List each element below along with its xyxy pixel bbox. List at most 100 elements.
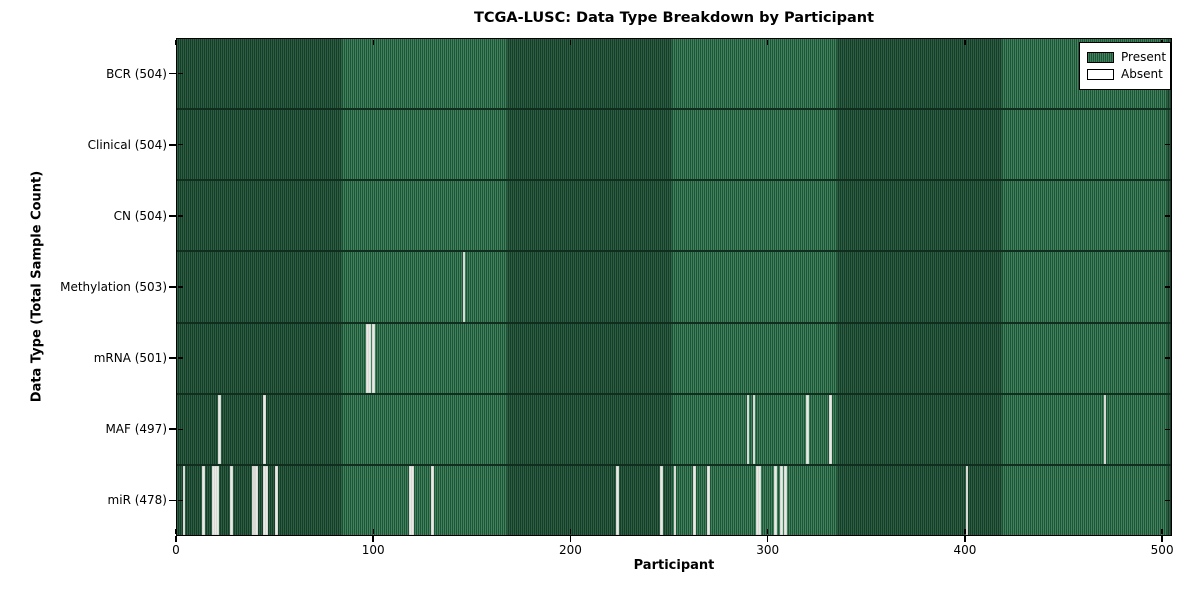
x-tick-mark: [372, 536, 375, 542]
absent-stripe: [214, 465, 217, 535]
absent-stripe: [216, 465, 219, 535]
absent-stripe: [829, 394, 833, 464]
y-tick-mark: [169, 357, 176, 359]
data-type-row-mir: [177, 463, 1171, 535]
y-tick-label: Methylation (503): [60, 280, 167, 294]
absent-stripe: [784, 465, 787, 535]
absent-stripe: [965, 465, 969, 535]
absent-stripe: [212, 465, 215, 535]
y-tick-mark-inner: [1165, 357, 1170, 359]
legend-label-absent: Absent: [1121, 67, 1163, 81]
legend-entry-present: Present: [1087, 50, 1167, 65]
x-tick-mark-inner: [569, 40, 572, 45]
absent-stripe: [431, 465, 434, 535]
absent-stripe: [693, 465, 697, 535]
absent-stripe: [1103, 394, 1107, 464]
data-type-row-clinical: [177, 108, 1171, 180]
x-tick-mark-inner: [569, 529, 572, 534]
x-tick-mark-inner: [175, 40, 177, 45]
present-swatch-icon: [1087, 52, 1114, 63]
x-tick-label: 500: [1150, 543, 1174, 557]
data-type-row-bcr: [177, 39, 1171, 109]
y-tick-mark-inner: [178, 428, 183, 430]
absent-stripe: [659, 465, 663, 535]
y-tick-label: Clinical (504): [87, 137, 167, 152]
x-tick-mark: [766, 536, 769, 542]
absent-stripe: [805, 394, 809, 464]
y-tick-mark: [169, 428, 176, 431]
x-tick-label: 200: [559, 543, 582, 557]
absent-stripe: [371, 323, 375, 393]
absent-stripe: [756, 465, 760, 535]
absent-stripe: [263, 465, 267, 535]
y-tick-mark: [169, 286, 176, 288]
y-tick-mark: [169, 143, 176, 146]
y-tick-mark: [169, 215, 176, 217]
x-tick-mark: [964, 536, 966, 542]
x-tick-mark-inner: [1161, 529, 1163, 534]
y-tick-mark-inner: [178, 357, 183, 359]
x-tick-label: 100: [361, 543, 385, 557]
data-type-row-maf: [177, 392, 1171, 464]
x-tick-mark-inner: [964, 40, 966, 45]
x-tick-label: 400: [953, 543, 977, 557]
data-type-row-cn: [177, 179, 1171, 251]
absent-stripe: [616, 465, 620, 535]
absent-stripe: [263, 394, 267, 464]
plot-area: [176, 38, 1172, 536]
absent-stripe: [673, 465, 677, 535]
x-tick-mark-inner: [372, 529, 374, 534]
y-tick-label: mRNA (501): [93, 351, 167, 366]
y-tick-mark-inner: [1165, 215, 1170, 217]
data-type-row-methylation: [177, 250, 1171, 322]
absent-stripe: [229, 465, 233, 535]
y-tick-mark-inner: [1165, 286, 1170, 288]
absent-swatch-icon: [1087, 69, 1114, 80]
absent-stripe: [707, 465, 710, 535]
x-axis-title: Participant: [633, 558, 715, 573]
y-tick-mark-inner: [1165, 428, 1170, 430]
x-tick-mark: [1161, 536, 1163, 542]
chart-title: TCGA-LUSC: Data Type Breakdown by Partic…: [473, 10, 875, 26]
y-tick-mark-inner: [1165, 499, 1170, 502]
absent-stripe: [780, 465, 783, 535]
y-tick-label: MAF (497): [105, 422, 167, 437]
x-tick-label: 300: [756, 543, 780, 557]
absent-stripe: [409, 465, 413, 535]
x-tick-mark: [175, 536, 177, 542]
x-tick-label: 0: [172, 543, 180, 557]
x-tick-mark-inner: [372, 40, 374, 45]
absent-stripe: [365, 323, 369, 393]
absent-stripe: [251, 465, 255, 535]
absent-stripe: [752, 394, 756, 464]
absent-stripe: [182, 465, 186, 535]
absent-stripe: [367, 323, 371, 393]
legend-label-present: Present: [1121, 50, 1167, 64]
absent-stripe: [218, 394, 221, 464]
absent-stripe: [746, 394, 750, 464]
y-tick-mark-inner: [178, 144, 183, 146]
y-tick-label: miR (478): [107, 493, 167, 508]
y-tick-mark: [169, 72, 176, 75]
x-tick-mark-inner: [964, 529, 966, 534]
legend-box: Present Absent: [1079, 42, 1171, 90]
y-tick-mark-inner: [178, 72, 183, 75]
x-tick-mark-inner: [766, 529, 769, 534]
y-tick-label: BCR (504): [106, 66, 167, 81]
absent-stripe: [202, 465, 206, 535]
data-type-row-mrna: [177, 321, 1171, 393]
absent-stripe: [411, 465, 415, 535]
x-tick-mark: [569, 536, 572, 542]
absent-stripe: [758, 465, 762, 535]
absent-stripe: [774, 465, 777, 535]
y-tick-mark-inner: [178, 286, 183, 288]
y-tick-mark-inner: [178, 499, 183, 502]
y-tick-mark-inner: [178, 215, 183, 217]
absent-stripe: [265, 465, 269, 535]
absent-stripe: [462, 252, 466, 322]
y-tick-label: CN (504): [113, 208, 167, 223]
absent-stripe: [275, 465, 278, 535]
absent-stripe: [255, 465, 259, 535]
y-tick-mark-inner: [1165, 144, 1170, 146]
